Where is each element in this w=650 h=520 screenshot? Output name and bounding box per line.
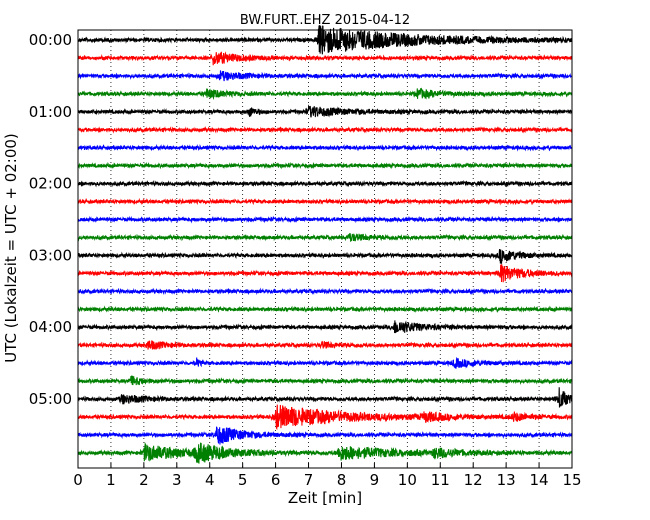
x-tick-label: 12: [464, 471, 483, 489]
trace-line: [77, 87, 573, 100]
x-tick-label: 3: [172, 471, 182, 489]
trace-line: [77, 320, 573, 334]
trace-line: [77, 305, 573, 314]
x-axis-label: Zeit [min]: [288, 489, 362, 507]
trace-line: [77, 441, 573, 464]
chart-title: BW.FURT..EHZ 2015-04-12: [240, 13, 410, 28]
x-tick-label: 11: [431, 471, 450, 489]
trace-line: [77, 104, 573, 118]
y-tick-label: 03:00: [29, 246, 72, 264]
x-tick-label: 14: [530, 471, 549, 489]
x-tick-label: 7: [304, 471, 314, 489]
x-tick-label: 2: [139, 471, 149, 489]
trace-line: [77, 340, 573, 350]
trace-line: [77, 70, 573, 82]
traces: [77, 25, 573, 464]
x-tick-label: 9: [370, 471, 380, 489]
y-axis-label: UTC (Lokalzeit = UTC + 02:00): [2, 133, 20, 363]
y-axis: 00:00 01:00 02:00 03:00 04:00 05:00: [29, 31, 83, 408]
x-tick-label: 10: [398, 471, 417, 489]
trace-line: [77, 51, 573, 66]
trace-line: [77, 143, 573, 152]
x-axis: 0 1 2 3 4 5 6 7 8 9 10 11 12 13 14 15: [73, 463, 582, 489]
x-tick-label: 15: [562, 471, 581, 489]
y-tick-label: 01:00: [29, 103, 72, 121]
x-tick-label: 4: [205, 471, 215, 489]
trace-line: [77, 233, 573, 242]
trace-line: [77, 249, 573, 265]
x-tick-label: 8: [337, 471, 347, 489]
x-tick-label: 5: [238, 471, 248, 489]
trace-line: [77, 404, 573, 431]
trace-line: [77, 197, 573, 206]
x-tick-label: 6: [271, 471, 281, 489]
y-tick-label: 02:00: [29, 175, 72, 193]
trace-line: [77, 387, 573, 408]
trace-line: [77, 125, 573, 134]
x-tick-label: 1: [106, 471, 116, 489]
trace-line: [77, 356, 573, 369]
x-tick-label: 13: [497, 471, 516, 489]
trace-line: [77, 25, 573, 55]
trace-line: [77, 375, 573, 386]
trace-line: [77, 426, 573, 445]
trace-line: [77, 287, 573, 296]
y-tick-label: 04:00: [29, 318, 72, 336]
trace-line: [77, 161, 573, 170]
trace-line: [77, 264, 573, 283]
x-tick-label: 0: [73, 471, 83, 489]
trace-line: [77, 179, 573, 188]
plot-frame: [77, 29, 573, 469]
y-tick-label: 00:00: [29, 31, 72, 49]
y-tick-label: 05:00: [29, 390, 72, 408]
trace-line: [77, 215, 573, 224]
